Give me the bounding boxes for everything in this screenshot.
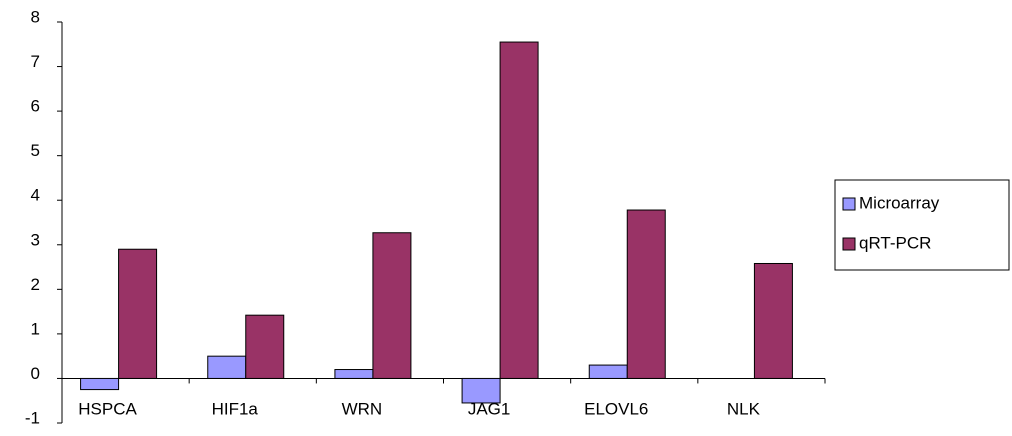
legend-swatch <box>842 197 856 211</box>
bar <box>626 209 666 379</box>
x-tick-label: NLK <box>727 399 761 418</box>
x-tick-label: WRN <box>342 399 383 418</box>
y-tick-label: 0 <box>31 364 40 383</box>
y-tick-label: 7 <box>31 52 40 71</box>
y-tick-label: 5 <box>31 141 40 160</box>
x-tick-label: HSPCA <box>78 399 137 418</box>
legend-swatch <box>842 237 856 251</box>
legend-label: qRT-PCR <box>859 233 931 252</box>
y-tick-label: 6 <box>31 97 40 116</box>
bar <box>372 232 412 379</box>
y-tick-label: 1 <box>31 319 40 338</box>
bar <box>207 355 247 379</box>
x-tick-label: JAG1 <box>468 399 511 418</box>
bar <box>753 262 793 379</box>
legend-box <box>834 179 1010 271</box>
y-tick-label: -1 <box>25 408 40 427</box>
x-tick-label: HIF1a <box>212 399 259 418</box>
bar <box>461 377 501 404</box>
bar <box>118 248 158 379</box>
y-tick-label: 8 <box>31 7 40 26</box>
legend-label: Microarray <box>859 193 940 212</box>
y-tick-label: 4 <box>31 186 40 205</box>
bar <box>588 364 628 379</box>
bar <box>499 41 539 379</box>
y-tick-label: 3 <box>31 230 40 249</box>
y-tick-label: 2 <box>31 275 40 294</box>
x-tick-label: ELOVL6 <box>584 399 648 418</box>
bar <box>80 377 120 391</box>
bar <box>334 369 374 379</box>
bar <box>245 314 285 379</box>
